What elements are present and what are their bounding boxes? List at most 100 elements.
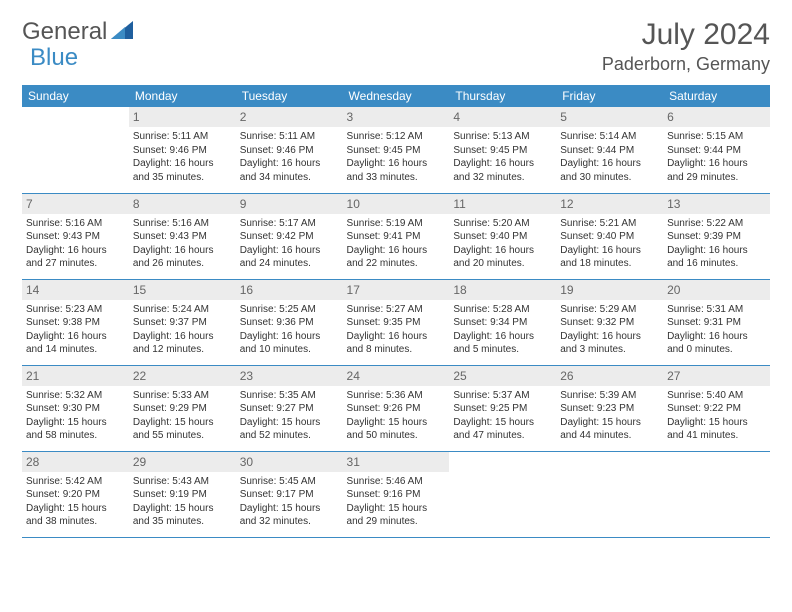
- day-details: Sunrise: 5:29 AMSunset: 9:32 PMDaylight:…: [560, 303, 659, 357]
- calendar-cell: 19 Sunrise: 5:29 AMSunset: 9:32 PMDayligh…: [556, 279, 663, 365]
- calendar-cell: 2Sunrise: 5:11 AMSunset: 9:46 PMDaylight…: [236, 107, 343, 193]
- sunset-text: Sunset: 9:16 PM: [347, 488, 446, 502]
- calendar-cell: 17 Sunrise: 5:27 AMSunset: 9:35 PMDayligh…: [343, 279, 450, 365]
- daylight-text: Daylight: 15 hours and 41 minutes.: [667, 416, 766, 443]
- sunrise-text: Sunrise: 5:14 AM: [560, 130, 659, 144]
- sunrise-text: Sunrise: 5:11 AM: [133, 130, 232, 144]
- day-number: 9: [236, 194, 343, 214]
- sunrise-text: Sunrise: 5:23 AM: [26, 303, 125, 317]
- daylight-text: Daylight: 16 hours and 20 minutes.: [453, 244, 552, 271]
- daylight-text: Daylight: 15 hours and 55 minutes.: [133, 416, 232, 443]
- logo-text-general: General: [22, 18, 107, 46]
- daylight-text: Daylight: 15 hours and 44 minutes.: [560, 416, 659, 443]
- title-block: July 2024 Paderborn, Germany: [602, 18, 770, 75]
- day-number: 19: [556, 280, 663, 300]
- day-details: Sunrise: 5:22 AMSunset: 9:39 PMDaylight:…: [667, 217, 766, 271]
- daylight-text: Daylight: 16 hours and 33 minutes.: [347, 157, 446, 184]
- day-details: Sunrise: 5:15 AMSunset: 9:44 PMDaylight:…: [667, 130, 766, 184]
- sunset-text: Sunset: 9:45 PM: [453, 144, 552, 158]
- day-details: Sunrise: 5:27 AMSunset: 9:35 PMDaylight:…: [347, 303, 446, 357]
- sunrise-text: Sunrise: 5:43 AM: [133, 475, 232, 489]
- sunrise-text: Sunrise: 5:40 AM: [667, 389, 766, 403]
- sunset-text: Sunset: 9:17 PM: [240, 488, 339, 502]
- sunrise-text: Sunrise: 5:32 AM: [26, 389, 125, 403]
- day-details: Sunrise: 5:12 AMSunset: 9:45 PMDaylight:…: [347, 130, 446, 184]
- calendar-row: 21 Sunrise: 5:32 AMSunset: 9:30 PMDayligh…: [22, 365, 770, 451]
- day-number: 4: [449, 107, 556, 127]
- daylight-text: Daylight: 15 hours and 35 minutes.: [133, 502, 232, 529]
- calendar-cell: 7Sunrise: 5:16 AMSunset: 9:43 PMDaylight…: [22, 193, 129, 279]
- calendar-cell: 13Sunrise: 5:22 AMSunset: 9:39 PMDayligh…: [663, 193, 770, 279]
- calendar-row: 1Sunrise: 5:11 AMSunset: 9:46 PMDaylight…: [22, 107, 770, 193]
- daylight-text: Daylight: 16 hours and 26 minutes.: [133, 244, 232, 271]
- daylight-text: Daylight: 16 hours and 14 minutes.: [26, 330, 125, 357]
- day-details: Sunrise: 5:35 AMSunset: 9:27 PMDaylight:…: [240, 389, 339, 443]
- day-details: Sunrise: 5:33 AMSunset: 9:29 PMDaylight:…: [133, 389, 232, 443]
- day-number: 10: [343, 194, 450, 214]
- location-label: Paderborn, Germany: [602, 54, 770, 75]
- day-details: Sunrise: 5:42 AMSunset: 9:20 PMDaylight:…: [26, 475, 125, 529]
- day-number: 17: [343, 280, 450, 300]
- logo: General: [22, 18, 135, 46]
- daylight-text: Daylight: 16 hours and 10 minutes.: [240, 330, 339, 357]
- sunrise-text: Sunrise: 5:33 AM: [133, 389, 232, 403]
- day-number: 5: [556, 107, 663, 127]
- sunset-text: Sunset: 9:38 PM: [26, 316, 125, 330]
- sunset-text: Sunset: 9:19 PM: [133, 488, 232, 502]
- day-number: 29: [129, 452, 236, 472]
- sunset-text: Sunset: 9:26 PM: [347, 402, 446, 416]
- sunset-text: Sunset: 9:44 PM: [560, 144, 659, 158]
- day-number: 21: [22, 366, 129, 386]
- day-number: 3: [343, 107, 450, 127]
- day-details: Sunrise: 5:32 AMSunset: 9:30 PMDaylight:…: [26, 389, 125, 443]
- sunrise-text: Sunrise: 5:28 AM: [453, 303, 552, 317]
- sunrise-text: Sunrise: 5:35 AM: [240, 389, 339, 403]
- day-details: Sunrise: 5:16 AMSunset: 9:43 PMDaylight:…: [133, 217, 232, 271]
- sunrise-text: Sunrise: 5:12 AM: [347, 130, 446, 144]
- day-number: 22: [129, 366, 236, 386]
- sunrise-text: Sunrise: 5:42 AM: [26, 475, 125, 489]
- calendar-cell: 9Sunrise: 5:17 AMSunset: 9:42 PMDaylight…: [236, 193, 343, 279]
- daylight-text: Daylight: 16 hours and 34 minutes.: [240, 157, 339, 184]
- calendar-cell: 18Sunrise: 5:28 AMSunset: 9:34 PMDayligh…: [449, 279, 556, 365]
- calendar-cell: 14Sunrise: 5:23 AMSunset: 9:38 PMDayligh…: [22, 279, 129, 365]
- sunset-text: Sunset: 9:35 PM: [347, 316, 446, 330]
- day-details: Sunrise: 5:37 AMSunset: 9:25 PMDaylight:…: [453, 389, 552, 443]
- day-number: 2: [236, 107, 343, 127]
- daylight-text: Daylight: 16 hours and 29 minutes.: [667, 157, 766, 184]
- sunrise-text: Sunrise: 5:21 AM: [560, 217, 659, 231]
- day-number: 18: [449, 280, 556, 300]
- calendar-cell: 5 Sunrise: 5:14 AMSunset: 9:44 PMDaylight…: [556, 107, 663, 193]
- day-details: Sunrise: 5:43 AMSunset: 9:19 PMDaylight:…: [133, 475, 232, 529]
- calendar-cell: 16Sunrise: 5:25 AMSunset: 9:36 PMDayligh…: [236, 279, 343, 365]
- sunset-text: Sunset: 9:41 PM: [347, 230, 446, 244]
- sunset-text: Sunset: 9:46 PM: [240, 144, 339, 158]
- sunset-text: Sunset: 9:46 PM: [133, 144, 232, 158]
- weekday-header: Wednesday: [343, 85, 450, 107]
- calendar-cell: 8Sunrise: 5:16 AMSunset: 9:43 PMDaylight…: [129, 193, 236, 279]
- calendar-cell: 3 Sunrise: 5:12 AMSunset: 9:45 PMDaylight…: [343, 107, 450, 193]
- calendar-cell: 24Sunrise: 5:36 AMSunset: 9:26 PMDayligh…: [343, 365, 450, 451]
- daylight-text: Daylight: 15 hours and 47 minutes.: [453, 416, 552, 443]
- calendar-cell: 6Sunrise: 5:15 AMSunset: 9:44 PMDaylight…: [663, 107, 770, 193]
- calendar-cell: [663, 451, 770, 537]
- daylight-text: Daylight: 16 hours and 18 minutes.: [560, 244, 659, 271]
- calendar-cell: 20Sunrise: 5:31 AMSunset: 9:31 PMDayligh…: [663, 279, 770, 365]
- sunrise-text: Sunrise: 5:45 AM: [240, 475, 339, 489]
- daylight-text: Daylight: 15 hours and 58 minutes.: [26, 416, 125, 443]
- calendar-cell: 25Sunrise: 5:37 AMSunset: 9:25 PMDayligh…: [449, 365, 556, 451]
- sunset-text: Sunset: 9:22 PM: [667, 402, 766, 416]
- sunset-text: Sunset: 9:40 PM: [453, 230, 552, 244]
- sunrise-text: Sunrise: 5:16 AM: [26, 217, 125, 231]
- day-number: 11: [449, 194, 556, 214]
- day-details: Sunrise: 5:14 AMSunset: 9:44 PMDaylight:…: [560, 130, 659, 184]
- sunrise-text: Sunrise: 5:37 AM: [453, 389, 552, 403]
- day-number: 16: [236, 280, 343, 300]
- daylight-text: Daylight: 15 hours and 38 minutes.: [26, 502, 125, 529]
- daylight-text: Daylight: 16 hours and 32 minutes.: [453, 157, 552, 184]
- weekday-header: Friday: [556, 85, 663, 107]
- sunset-text: Sunset: 9:45 PM: [347, 144, 446, 158]
- sunrise-text: Sunrise: 5:22 AM: [667, 217, 766, 231]
- sunrise-text: Sunrise: 5:36 AM: [347, 389, 446, 403]
- daylight-text: Daylight: 16 hours and 24 minutes.: [240, 244, 339, 271]
